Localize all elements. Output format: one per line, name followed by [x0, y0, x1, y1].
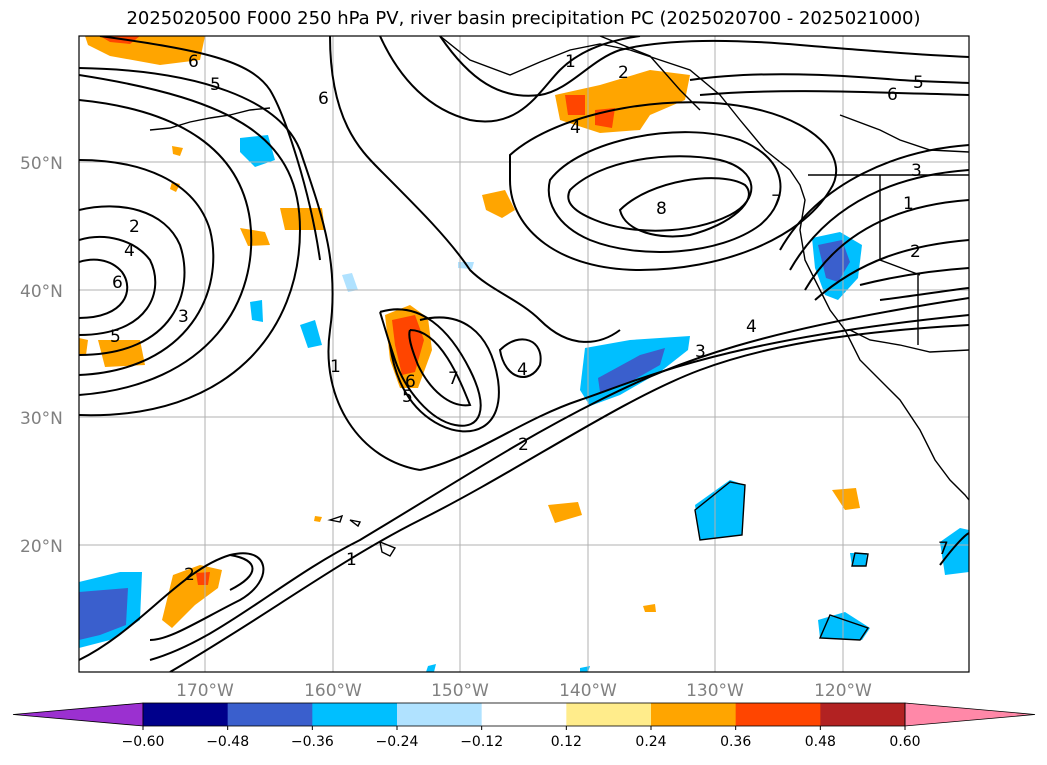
- colorbar-tick-label: 0.12: [551, 734, 582, 750]
- colorbar-extend-min: [12, 702, 144, 727]
- contour-label: 6: [112, 273, 123, 293]
- lon-label: 120°W: [814, 681, 872, 701]
- contour-label: 2: [129, 217, 140, 237]
- contour-label: 5: [210, 75, 221, 95]
- lat-label: 30°N: [20, 409, 63, 429]
- pv-contours: [79, 36, 969, 672]
- contour-label: 6: [318, 89, 329, 109]
- colorbar-frame: [142, 702, 906, 727]
- contour-label: 5: [110, 327, 121, 347]
- contour-label: 2: [518, 435, 529, 455]
- map-title: 2025020500 F000 250 hPa PV, river basin …: [126, 8, 921, 29]
- precipitation-shading: [79, 36, 969, 672]
- contour-label: 2: [184, 565, 195, 585]
- contour-label: 7: [771, 192, 782, 212]
- colorbar-swatch: [143, 703, 229, 726]
- contour-label: 2: [910, 242, 921, 262]
- contour-label: 7: [448, 369, 459, 389]
- colorbar-tick-label: −0.60: [122, 734, 165, 750]
- colorbar-swatch: [820, 703, 906, 726]
- lon-label: 160°W: [304, 681, 362, 701]
- coastlines: [149, 36, 969, 641]
- lon-label: 150°W: [431, 681, 489, 701]
- colorbar-swatch: [312, 703, 398, 726]
- colorbar-swatch: [397, 703, 483, 726]
- lat-label: 50°N: [20, 154, 63, 174]
- longitude-labels: 170°W 160°W 150°W 140°W 130°W 120°W: [176, 681, 872, 701]
- contour-label: 3: [178, 307, 189, 327]
- contour-label: 5: [913, 73, 924, 93]
- lat-label: 20°N: [20, 537, 63, 557]
- shade-pos-nw-corner: [85, 36, 205, 65]
- colorbar-extend-max: [904, 702, 1036, 727]
- contour-label: 4: [517, 360, 528, 380]
- contour-label: 6: [405, 372, 416, 392]
- contour-label: 1: [903, 194, 914, 214]
- contour-label: 3: [911, 161, 922, 181]
- colorbar-tick-label: −0.12: [460, 734, 503, 750]
- colorbar-tick-label: 0.36: [720, 734, 751, 750]
- contour-label: 1: [565, 52, 576, 72]
- colorbar-tick-label: 0.60: [889, 734, 920, 750]
- contour-label: 1: [330, 357, 341, 377]
- shade-pos-gulf-alaska: [555, 70, 690, 133]
- colorbar-swatch: [481, 703, 567, 726]
- lon-label: 140°W: [559, 681, 617, 701]
- lon-label: 130°W: [686, 681, 744, 701]
- contour-label: 2: [618, 63, 629, 83]
- lat-label: 40°N: [20, 282, 63, 302]
- contour-label: 4: [124, 241, 135, 261]
- colorbar-swatch: [651, 703, 737, 726]
- contour-label: 4: [570, 118, 581, 138]
- colorbar-swatch: [566, 703, 652, 726]
- latitude-labels: 50°N 40°N 30°N 20°N: [20, 154, 63, 557]
- colorbar-swatch: [227, 703, 313, 726]
- colorbar-swatch: [735, 703, 821, 726]
- contour-label: 7: [938, 539, 949, 559]
- colorbar-tick-label: 0.24: [635, 734, 666, 750]
- colorbar: −0.60 −0.48 −0.36 −0.24 −0.12 0.12 0.24 0.36 0.4…: [12, 702, 1036, 750]
- lon-label: 170°W: [176, 681, 234, 701]
- colorbar-tick-label: −0.36: [291, 734, 334, 750]
- contour-label: 4: [746, 317, 757, 337]
- contour-label: 6: [188, 52, 199, 72]
- contour-label: 5: [402, 387, 413, 407]
- contour-label: 3: [695, 342, 706, 362]
- colorbar-tick-label: −0.48: [206, 734, 249, 750]
- map-frame: [78, 35, 970, 673]
- colorbar-tick-label: −0.24: [376, 734, 419, 750]
- contour-labels: 6 5 6 1 2 5 6 4 2 4 6 3 5 1 8 7 3 1 2 6 …: [110, 52, 949, 585]
- contour-label: 6: [887, 85, 898, 105]
- contour-label: 1: [346, 550, 357, 570]
- colorbar-tick-label: 0.48: [805, 734, 836, 750]
- contour-label: 8: [656, 199, 667, 219]
